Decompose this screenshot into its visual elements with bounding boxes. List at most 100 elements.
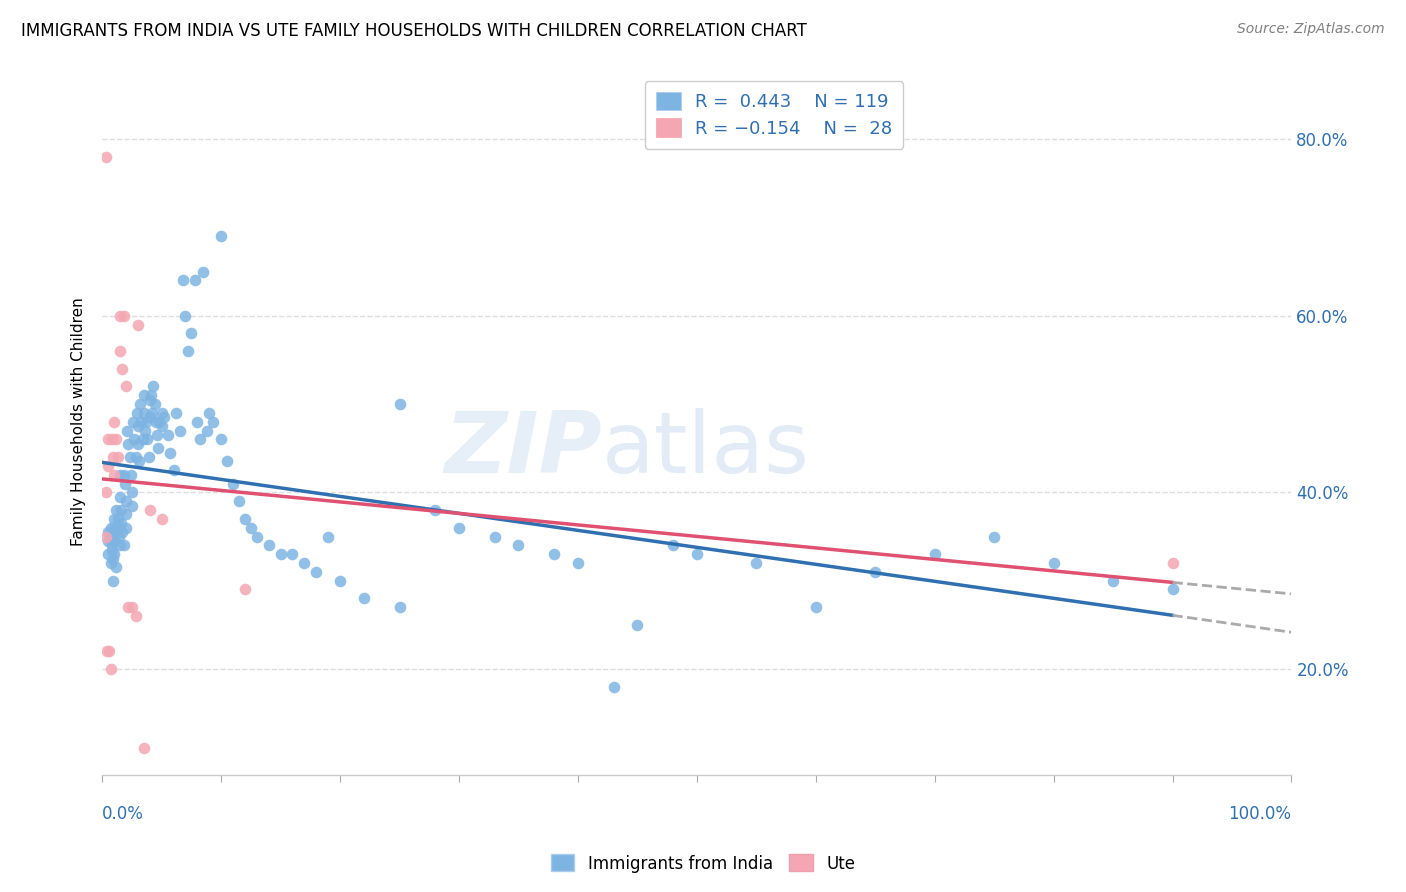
Point [209, 229, 232, 244]
Point [150, 419, 173, 434]
Point [107, 512, 129, 526]
Point [131, 433, 153, 447]
Point [100, 538, 122, 552]
Point [103, 415, 125, 429]
Point [124, 609, 146, 624]
Point [103, 533, 125, 548]
Point [139, 392, 162, 407]
Point [103, 467, 125, 482]
Point [139, 410, 162, 425]
Point [94, 150, 117, 164]
Point [602, 680, 624, 694]
Point [103, 521, 125, 535]
Point [142, 379, 165, 393]
Point [174, 309, 197, 323]
Point [101, 574, 124, 588]
Point [132, 406, 155, 420]
Point [305, 565, 328, 579]
Point [484, 529, 506, 543]
Point [108, 344, 131, 359]
Point [172, 273, 194, 287]
Point [165, 406, 187, 420]
Point [112, 467, 135, 482]
Point [132, 741, 155, 756]
Point [543, 547, 565, 561]
Point [1042, 556, 1064, 570]
Point [686, 547, 709, 561]
Point [94, 485, 117, 500]
Point [329, 574, 352, 588]
Point [128, 454, 150, 468]
Point [804, 600, 827, 615]
Point [105, 560, 128, 574]
Point [626, 617, 648, 632]
Text: atlas: atlas [602, 409, 810, 491]
Point [141, 406, 163, 420]
Point [148, 415, 170, 429]
Point [101, 551, 124, 566]
Point [239, 521, 262, 535]
Text: IMMIGRANTS FROM INDIA VS UTE FAMILY HOUSEHOLDS WITH CHILDREN CORRELATION CHART: IMMIGRANTS FROM INDIA VS UTE FAMILY HOUS… [21, 22, 807, 40]
Point [118, 450, 141, 464]
Point [129, 397, 152, 411]
Point [121, 485, 143, 500]
Point [131, 415, 153, 429]
Point [143, 397, 166, 411]
Point [103, 547, 125, 561]
Point [145, 415, 167, 429]
Point [115, 494, 138, 508]
Text: 100.0%: 100.0% [1229, 805, 1292, 823]
Point [100, 529, 122, 543]
Point [101, 450, 124, 464]
Point [115, 508, 138, 522]
Point [112, 538, 135, 552]
Point [159, 445, 181, 459]
Point [1102, 574, 1125, 588]
Point [195, 424, 218, 438]
Point [115, 521, 138, 535]
Text: 0.0%: 0.0% [103, 805, 143, 823]
Point [1161, 582, 1184, 597]
Point [110, 503, 132, 517]
Point [124, 433, 146, 447]
Point [567, 556, 589, 570]
Point [122, 415, 145, 429]
Point [169, 424, 191, 438]
Point [139, 503, 162, 517]
Point [110, 516, 132, 531]
Point [662, 538, 685, 552]
Point [246, 529, 269, 543]
Point [127, 437, 149, 451]
Point [222, 476, 245, 491]
Point [127, 419, 149, 434]
Point [863, 565, 886, 579]
Point [508, 538, 530, 552]
Point [136, 433, 159, 447]
Legend: Immigrants from India, Ute: Immigrants from India, Ute [544, 847, 862, 880]
Point [105, 503, 128, 517]
Point [425, 503, 447, 517]
Point [120, 467, 142, 482]
Y-axis label: Family Households with Children: Family Households with Children [72, 297, 86, 546]
Point [100, 542, 122, 557]
Point [134, 424, 156, 438]
Point [97, 458, 120, 473]
Point [108, 467, 131, 482]
Point [132, 388, 155, 402]
Point [139, 388, 162, 402]
Point [121, 600, 143, 615]
Point [162, 463, 184, 477]
Point [193, 264, 215, 278]
Point [316, 529, 339, 543]
Point [103, 512, 125, 526]
Point [353, 591, 375, 606]
Point [121, 499, 143, 513]
Point [125, 406, 148, 420]
Point [156, 428, 179, 442]
Point [201, 415, 224, 429]
Point [188, 433, 211, 447]
Point [97, 433, 120, 447]
Point [745, 556, 768, 570]
Point [150, 406, 173, 420]
Point [97, 525, 120, 540]
